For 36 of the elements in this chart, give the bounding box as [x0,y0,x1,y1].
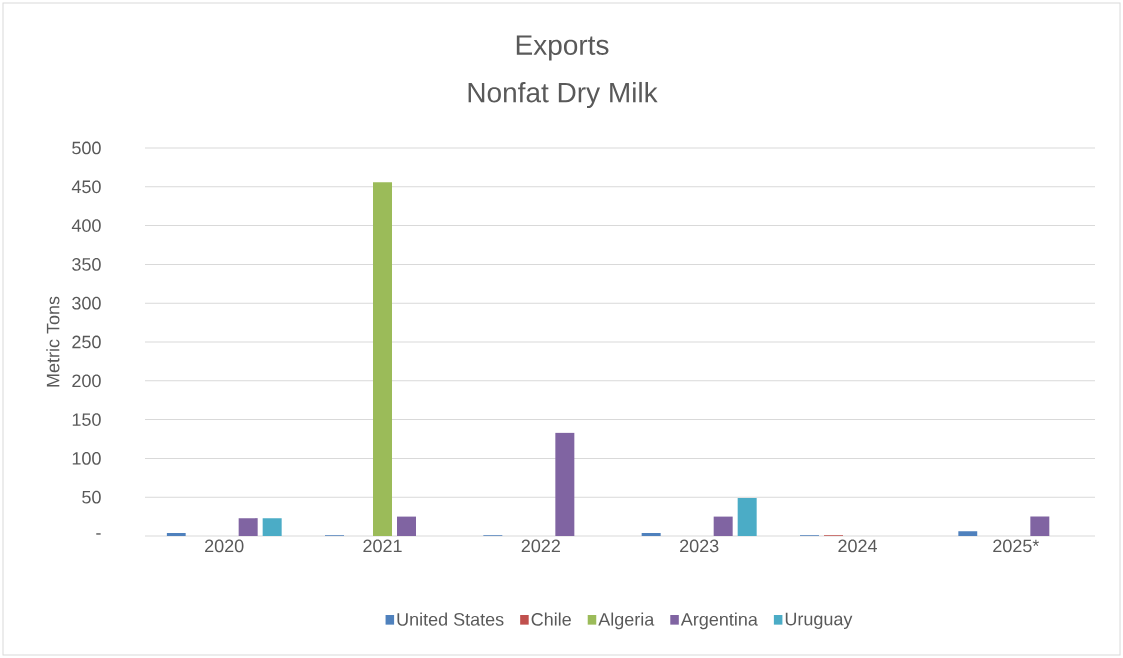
y-tick-label: 250 [72,335,101,349]
y-tick-label: 350 [72,258,101,271]
bar [641,532,661,536]
x-tick-label: 2023 [680,539,719,553]
bar [555,432,575,536]
legend-label: Chile [531,612,571,626]
bar [713,516,733,536]
x-tick-label: 2025* [993,539,1040,553]
legend-label: Algeria [598,612,655,630]
chart-subtitle: Nonfat Dry Milk [468,81,658,109]
bar [238,518,258,536]
x-tick-label: 2020 [205,539,244,553]
legend-label: Argentina [680,612,758,630]
y-tick-label: 450 [71,180,101,194]
bar [397,516,417,536]
y-tick-label: 150 [72,413,101,426]
bar [1030,516,1050,536]
x-tick-label: 2022 [521,539,560,553]
bar [373,182,393,536]
chart-title: Exports [516,35,609,61]
y-tick-label: 300 [72,296,101,310]
y-tick-label: 100 [72,452,101,465]
bar [737,497,757,536]
y-tick-label: 50 [82,490,101,504]
y-tick-label: - [96,533,101,535]
y-tick-label: 200 [72,374,101,388]
bar [262,518,282,536]
x-tick-label: 2021 [363,539,402,553]
y-axis-title: Metric Tons [46,296,60,387]
x-tick-label: 2024 [838,539,877,553]
legend-label: Uruguay [785,612,853,629]
legend-label: United States [397,612,504,626]
y-tick-label: 400 [71,219,101,232]
bar [166,532,186,536]
bar [958,531,978,536]
y-tick-label: 500 [72,141,101,155]
